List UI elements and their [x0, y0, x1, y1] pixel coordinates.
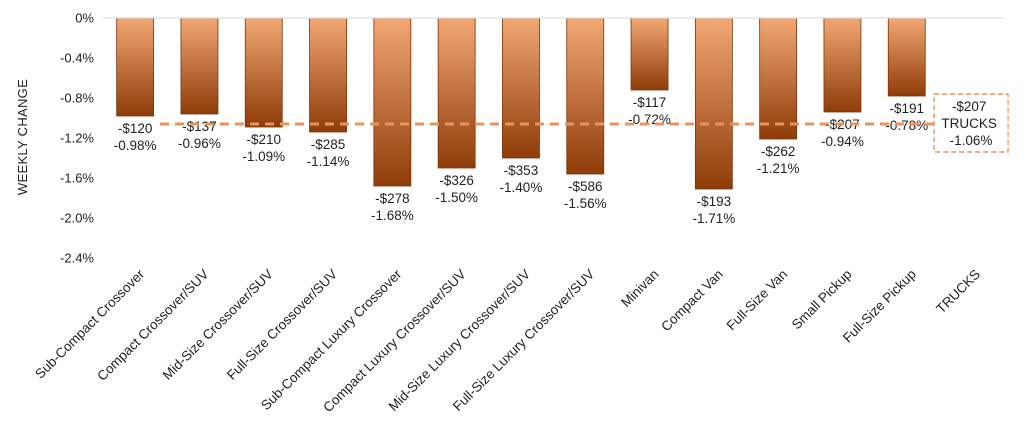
percent-label: -1.14%: [307, 154, 350, 169]
percent-label: -1.56%: [564, 196, 607, 211]
dollar-label: -$326: [439, 173, 474, 188]
category-label: Mid-Size Luxury Crossover/SUV: [386, 267, 533, 414]
category-label: Compact Luxury Crossover/SUV: [320, 267, 469, 416]
percent-label: -1.68%: [371, 208, 414, 223]
percent-label: -0.96%: [178, 136, 221, 151]
y-tick-label: -0.4%: [60, 51, 94, 66]
dollar-label: -$285: [311, 137, 346, 152]
bar-full-size-van: [759, 17, 798, 140]
bar-compact-luxury-crossover-suv: [437, 17, 476, 169]
average-label-percent: -1.06%: [950, 133, 993, 148]
dollar-label: -$586: [568, 179, 603, 194]
category-label: Compact Crossover/SUV: [94, 267, 211, 384]
dollar-label: -$137: [182, 119, 217, 134]
category-label: Compact Van: [658, 267, 726, 335]
y-tick-label: -2.0%: [60, 211, 94, 226]
category-label: Small Pickup: [789, 267, 855, 333]
category-label: Full-Size Van: [724, 267, 791, 334]
percent-label: -0.72%: [628, 112, 671, 127]
y-axis-title: WEEKLY CHANGE: [15, 79, 30, 195]
category-label: TRUCKS: [933, 267, 983, 317]
category-label: Sub-Compact Crossover: [32, 266, 147, 381]
average-label-box: [933, 93, 1009, 153]
average-label-name: TRUCKS: [941, 116, 997, 131]
bar-mid-size-luxury-crossover-suv: [502, 17, 540, 159]
category-label: Mid-Size Crossover/SUV: [160, 267, 276, 383]
dollar-label: -$353: [504, 163, 539, 178]
bar-small-pickup: [823, 17, 862, 113]
percent-label: -1.40%: [500, 180, 543, 195]
percent-label: -1.21%: [757, 161, 800, 176]
y-tick-label: -1.2%: [60, 131, 94, 146]
percent-label: -1.50%: [435, 190, 478, 205]
bar-sub-compact-luxury-crossover: [373, 17, 412, 187]
dollar-label: -$278: [375, 191, 410, 206]
bar-minivan: [630, 17, 669, 91]
bar-compact-crossover-suv: [180, 17, 219, 115]
dollar-label: -$262: [761, 144, 796, 159]
dollar-label: -$117: [633, 95, 667, 110]
percent-label: -1.09%: [242, 149, 285, 164]
category-label: Sub-Compact Luxury Crossover: [258, 266, 405, 413]
bar-mid-size-crossover-suv: [244, 17, 283, 128]
percent-label: -0.78%: [885, 118, 928, 133]
y-tick-label: -0.8%: [60, 91, 94, 106]
bar-full-size-luxury-crossover-suv: [566, 17, 605, 175]
y-tick-label: 0%: [75, 11, 94, 26]
category-label: Minivan: [618, 267, 662, 311]
bar-sub-compact-crossover: [116, 17, 155, 117]
percent-label: -0.94%: [821, 134, 864, 149]
bar-compact-van: [694, 17, 733, 190]
dollar-label: -$120: [118, 121, 153, 136]
bar-full-size-crossover-suv: [309, 17, 347, 133]
percent-label: -1.71%: [692, 211, 735, 226]
category-label: Full-Size Crossover/SUV: [224, 267, 340, 383]
average-label: -$207 TRUCKS -1.06%: [941, 99, 1000, 148]
percent-label: -0.98%: [114, 138, 157, 153]
dollar-label: -$191: [889, 101, 924, 116]
bar-full-size-pickup: [887, 17, 926, 97]
average-label-dollar: -$207: [952, 99, 987, 114]
category-label: Full-Size Luxury Crossover/SUV: [450, 267, 597, 414]
dollar-label: -$210: [246, 132, 281, 147]
y-tick-label: -1.6%: [60, 171, 94, 186]
dollar-label: -$193: [697, 194, 732, 209]
y-tick-label: -2.4%: [60, 251, 94, 266]
